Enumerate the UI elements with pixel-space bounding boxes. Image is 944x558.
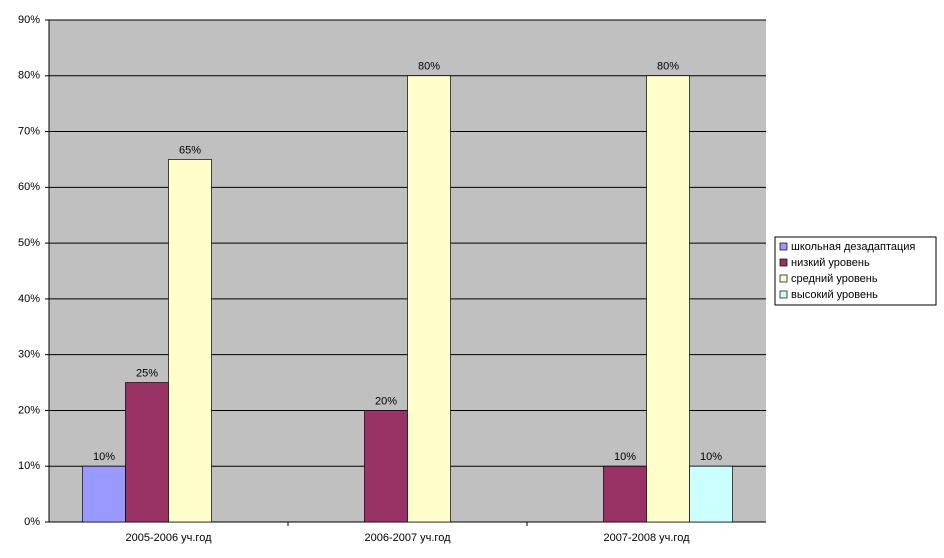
y-tick-label: 80% bbox=[18, 70, 40, 82]
value-label: 10% bbox=[614, 451, 636, 463]
y-tick-label: 60% bbox=[18, 181, 40, 193]
x-tick-label: 2005-2006 уч.год bbox=[125, 532, 212, 544]
y-tick-label: 50% bbox=[18, 237, 40, 249]
value-label: 20% bbox=[375, 395, 397, 407]
value-label: 25% bbox=[136, 367, 158, 379]
legend-swatch bbox=[779, 290, 788, 299]
bar bbox=[125, 382, 169, 523]
legend-label: низкий уровень bbox=[791, 257, 870, 269]
value-label: 80% bbox=[657, 61, 679, 73]
y-tick-label: 30% bbox=[18, 349, 40, 361]
y-tick-label: 10% bbox=[18, 460, 40, 472]
bar bbox=[407, 75, 451, 523]
value-label: 65% bbox=[179, 144, 201, 156]
legend-swatch bbox=[779, 242, 788, 251]
legend-label: школьная дезадаптация bbox=[791, 241, 915, 253]
bar bbox=[646, 75, 690, 523]
bar bbox=[82, 465, 126, 523]
value-label: 10% bbox=[700, 451, 722, 463]
y-tick-label: 40% bbox=[18, 293, 40, 305]
legend-box bbox=[774, 236, 937, 306]
legend-label: высокий уровень bbox=[791, 289, 878, 301]
value-label: 10% bbox=[93, 451, 115, 463]
bar bbox=[689, 465, 733, 523]
legend-swatch bbox=[779, 258, 788, 267]
bar bbox=[364, 410, 408, 523]
legend-swatch bbox=[779, 274, 788, 283]
y-tick-label: 90% bbox=[18, 14, 40, 26]
value-label: 80% bbox=[418, 61, 440, 73]
y-tick-label: 70% bbox=[18, 125, 40, 137]
x-tick-label: 2006-2007 уч.год bbox=[364, 532, 451, 544]
y-tick-label: 20% bbox=[18, 404, 40, 416]
legend-label: средний уровень bbox=[791, 273, 878, 285]
x-tick-label: 2007-2008 уч.год bbox=[603, 532, 690, 544]
bar bbox=[168, 159, 212, 523]
bar bbox=[603, 465, 647, 523]
y-tick-label: 0% bbox=[24, 516, 40, 528]
